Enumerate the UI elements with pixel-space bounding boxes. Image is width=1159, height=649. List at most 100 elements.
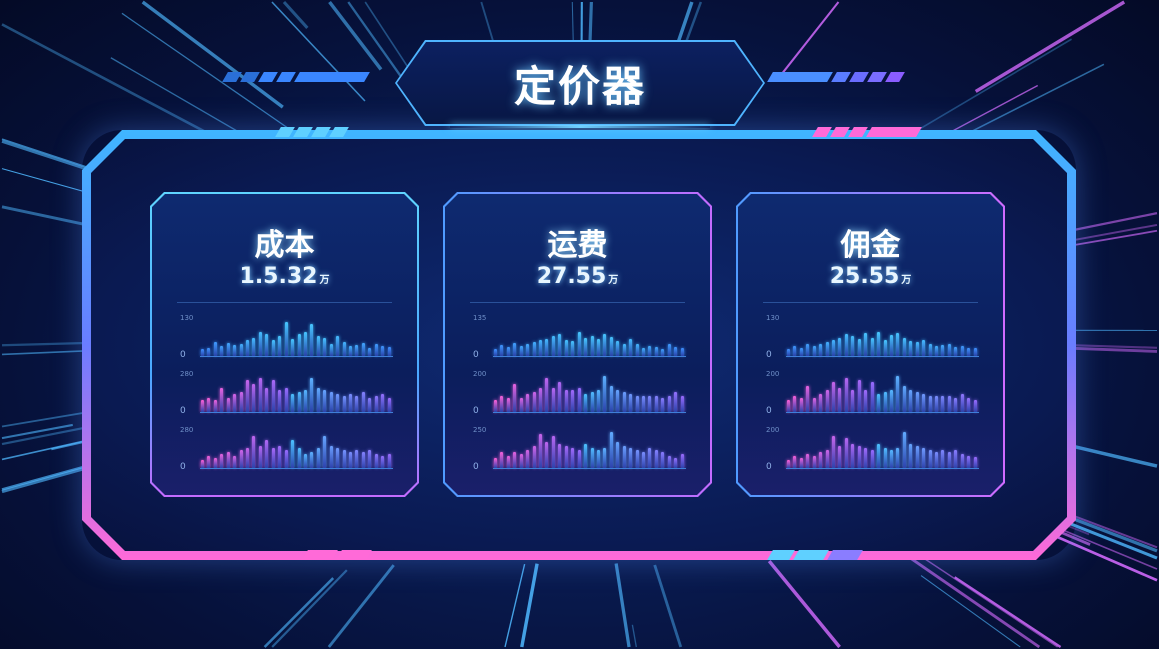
bar <box>877 444 880 468</box>
bar <box>304 390 307 412</box>
bar <box>903 386 906 412</box>
bar <box>941 345 944 356</box>
bar <box>681 454 684 468</box>
bar <box>584 394 587 412</box>
bar <box>539 434 542 468</box>
deco-stripes-bottom-right <box>767 550 863 560</box>
bar <box>838 338 841 356</box>
card-title: 成本 <box>254 228 315 263</box>
bar <box>935 346 938 356</box>
bar <box>838 388 841 412</box>
bar <box>558 444 561 468</box>
bar <box>207 398 210 412</box>
bar <box>668 456 671 468</box>
bar <box>591 392 594 412</box>
light-streak <box>263 577 335 648</box>
bar <box>310 378 313 412</box>
y-min-label: 0 <box>766 350 772 360</box>
y-max-label: 130 <box>766 314 780 322</box>
light-streak <box>271 569 348 648</box>
bar <box>884 340 887 356</box>
mini-bar-chart: 280 0 <box>172 368 397 418</box>
light-streak <box>954 576 1062 648</box>
bar <box>961 454 964 468</box>
bar <box>545 378 548 412</box>
bar <box>629 448 632 468</box>
bar <box>304 332 307 356</box>
y-max-label: 250 <box>473 426 487 434</box>
bar <box>565 390 568 412</box>
bar <box>265 440 268 468</box>
bar <box>674 458 677 468</box>
x-axis <box>200 356 393 357</box>
bar <box>813 346 816 356</box>
bar <box>832 436 835 468</box>
bar <box>233 456 236 468</box>
bar <box>909 341 912 356</box>
mini-bar-chart: 200 0 <box>758 424 983 474</box>
bar <box>520 346 523 356</box>
x-axis <box>493 468 686 469</box>
bar <box>375 344 378 356</box>
bar <box>565 446 568 468</box>
bar <box>343 450 346 468</box>
bar <box>214 342 217 356</box>
bar <box>974 457 977 468</box>
bar <box>819 394 822 412</box>
y-min-label: 0 <box>180 462 186 472</box>
bar <box>272 448 275 468</box>
light-streak <box>891 544 1041 649</box>
bar <box>285 450 288 468</box>
bar <box>896 376 899 412</box>
y-min-label: 0 <box>473 406 479 416</box>
bar <box>362 343 365 356</box>
bar <box>655 450 658 468</box>
bar <box>916 392 919 412</box>
bar <box>648 396 651 412</box>
bar <box>793 456 796 468</box>
bar <box>616 442 619 468</box>
bar <box>871 450 874 468</box>
bar <box>494 400 497 412</box>
y-min-label: 0 <box>473 350 479 360</box>
light-streak <box>110 57 244 136</box>
bar <box>851 336 854 356</box>
bar <box>246 340 249 356</box>
bar <box>520 454 523 468</box>
bar <box>610 432 613 468</box>
bar <box>201 400 204 412</box>
bar <box>961 394 964 412</box>
bar <box>877 394 880 412</box>
title-underline <box>450 125 710 128</box>
bar <box>864 390 867 412</box>
y-max-label: 280 <box>180 370 194 378</box>
bar <box>578 332 581 356</box>
bar <box>362 452 365 468</box>
bar <box>826 342 829 356</box>
bar <box>806 386 809 412</box>
bar <box>323 338 326 356</box>
bar <box>674 392 677 412</box>
bar <box>787 460 790 468</box>
bar <box>648 346 651 356</box>
bar <box>285 388 288 412</box>
bar <box>507 456 510 468</box>
bar <box>259 378 262 412</box>
bar <box>317 448 320 468</box>
bar <box>494 458 497 468</box>
bar <box>533 342 536 356</box>
bar <box>220 346 223 356</box>
bar <box>877 332 880 356</box>
bar <box>813 456 816 468</box>
bar <box>623 446 626 468</box>
bar <box>636 344 639 356</box>
light-streak <box>631 624 637 648</box>
bar <box>838 446 841 468</box>
bar <box>961 346 964 356</box>
bar <box>381 346 384 356</box>
bar <box>858 380 861 412</box>
bar <box>500 396 503 412</box>
bar <box>252 338 255 356</box>
bar <box>533 392 536 412</box>
bar <box>584 444 587 468</box>
